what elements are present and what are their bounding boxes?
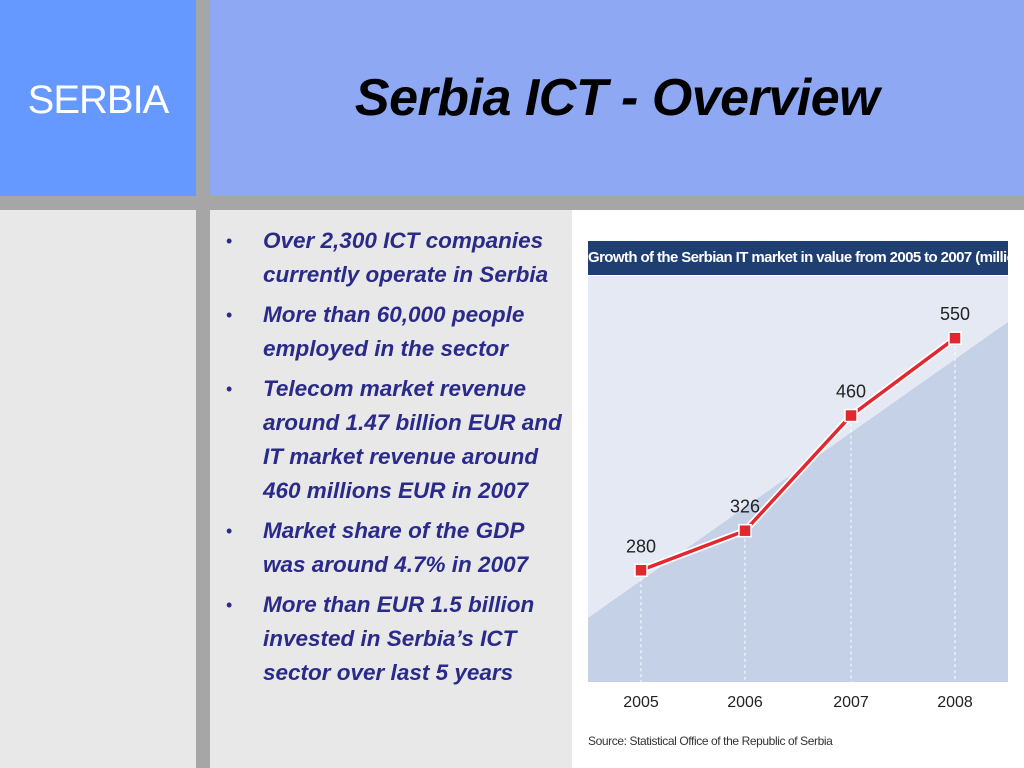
data-point [634, 563, 648, 578]
bullet-dot: • [226, 305, 233, 325]
data-label: 460 [836, 382, 866, 402]
x-tick-label: 2008 [937, 694, 973, 711]
series-line [640, 336, 957, 572]
chart-source: Source: Statistical Office of the Republ… [588, 734, 833, 748]
bullet-item: • Market share of the GDP was around 4.7%… [222, 514, 567, 582]
bullet-dot: • [226, 231, 233, 251]
bullet-item: • Over 2,300 ICT companies currently oper… [222, 224, 567, 292]
section-label: SERBIA [27, 78, 170, 122]
x-tick-label: 2005 [623, 694, 659, 711]
chart-title-bar: Growth of the Serbian IT market in value… [588, 241, 1024, 275]
title-band: Serbia ICT - Overview [210, 0, 1024, 196]
bullet-list: • Over 2,300 ICT companies currently oper… [222, 224, 567, 696]
chart-title: Growth of the Serbian IT market in value… [588, 249, 1024, 266]
area-shading [588, 322, 1008, 682]
bullet-text: Telecom market revenue around 1.47 billi… [263, 376, 562, 503]
horizontal-divider [0, 196, 1024, 210]
data-label: 326 [730, 497, 760, 517]
bullet-dot: • [226, 595, 233, 615]
line-chart: 280 326 460 550 2005 2006 2007 2008 [588, 276, 1008, 711]
bullet-text: More than EUR 1.5 billion invested in Se… [263, 592, 535, 685]
data-point [738, 523, 752, 538]
data-point [948, 331, 962, 345]
data-point [844, 408, 858, 423]
bullet-item: • Telecom market revenue around 1.47 bill… [222, 372, 567, 508]
bullet-text: More than 60,000 people employed in the … [263, 302, 525, 361]
bullet-dot: • [226, 521, 233, 541]
x-tick-label: 2007 [833, 694, 869, 711]
bullet-item: • More than 60,000 people employed in the… [222, 298, 567, 366]
data-label: 550 [940, 304, 970, 324]
chart-panel: 280 326 460 550 2005 2006 2007 2008 Growth of t… [572, 210, 1024, 768]
vertical-divider [196, 0, 210, 768]
bullet-item: • More than EUR 1.5 billion invested in S… [222, 588, 567, 690]
bullet-text: Market share of the GDP was around 4.7% … [263, 518, 529, 577]
x-tick-label: 2006 [727, 694, 763, 711]
section-label-box: SERBIA [0, 0, 196, 196]
bullet-dot: • [226, 379, 233, 399]
data-label: 280 [626, 536, 656, 556]
slide-title: Serbia ICT - Overview [354, 69, 880, 127]
bullet-text: Over 2,300 ICT companies currently opera… [263, 228, 549, 287]
